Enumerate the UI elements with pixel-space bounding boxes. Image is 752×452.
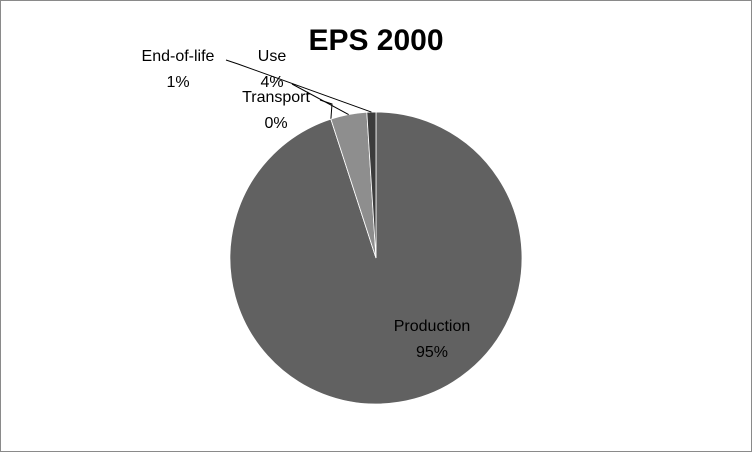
leader-line xyxy=(225,59,372,113)
pie-slice xyxy=(366,111,377,259)
value-label: 1% xyxy=(166,74,189,91)
value-label: 95% xyxy=(416,344,448,361)
category-label: End-of-life xyxy=(142,48,215,65)
leader-line xyxy=(291,83,349,116)
chart-title: EPS 2000 xyxy=(308,24,443,57)
category-label: Production xyxy=(394,318,471,335)
value-label: 0% xyxy=(264,115,287,132)
category-label: Use xyxy=(258,48,287,65)
category-label: Transport xyxy=(242,89,310,106)
